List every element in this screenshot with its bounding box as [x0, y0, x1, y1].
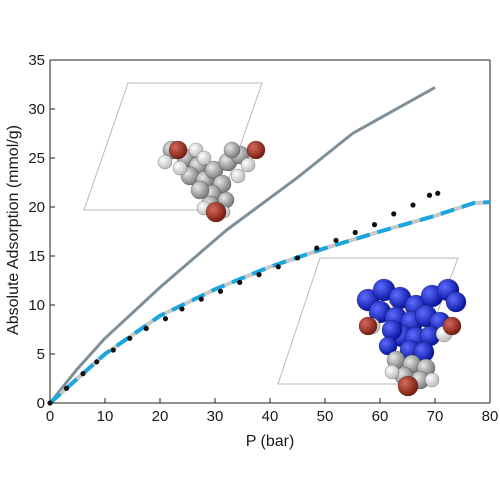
y-tick-label: 30 — [28, 101, 45, 118]
y-tick-label: 25 — [28, 150, 45, 167]
data-point — [371, 222, 378, 228]
inset-atom — [378, 336, 398, 356]
x-tick-label: 0 — [46, 408, 54, 425]
data-point — [333, 237, 339, 243]
series-line-solid — [48, 86, 436, 404]
inset-atom — [240, 157, 256, 173]
data-point — [143, 325, 149, 332]
inset-atom — [172, 160, 188, 176]
inset-atom — [445, 291, 467, 313]
data-point — [63, 385, 70, 391]
y-tick-label: 5 — [37, 346, 45, 363]
x-tick-label: 50 — [317, 408, 334, 425]
inset-molecule-bottom-right — [277, 257, 467, 397]
data-point — [80, 371, 86, 377]
inset-molecule-top-left — [83, 82, 266, 223]
data-point — [162, 316, 169, 322]
inset-atom — [223, 141, 241, 159]
data-point — [94, 359, 100, 365]
data-point — [237, 279, 243, 286]
y-tick-label: 10 — [28, 297, 45, 314]
inset-atom — [442, 316, 462, 336]
y-tick-label: 15 — [28, 248, 45, 265]
x-tick-label: 30 — [207, 408, 224, 425]
data-point — [198, 296, 204, 302]
x-tick-label: 80 — [482, 408, 499, 425]
x-tick-label: 60 — [372, 408, 389, 425]
data-point — [294, 255, 301, 261]
inset-layer — [83, 82, 467, 397]
x-tick-label: 40 — [262, 408, 279, 425]
data-point — [256, 272, 262, 278]
inset-atom — [381, 319, 403, 341]
data-point — [275, 264, 281, 270]
series-line-blue-dashed — [48, 200, 491, 405]
data-point — [435, 190, 441, 196]
inset-atom — [168, 140, 188, 160]
inset-atom — [157, 154, 173, 170]
inset-atom — [424, 372, 440, 388]
inset-atom — [190, 180, 210, 200]
inset-atom — [384, 364, 400, 380]
data-point — [179, 306, 185, 312]
data-point — [217, 288, 224, 294]
inset-atom — [230, 168, 246, 184]
inset-atom — [205, 201, 227, 223]
x-tick-label: 70 — [427, 408, 444, 425]
x-tick-label: 20 — [152, 408, 169, 425]
data-point — [127, 335, 133, 341]
inset-atom — [358, 316, 378, 336]
data-point — [110, 347, 116, 353]
data-point — [314, 245, 320, 251]
y-axis-label: Absolute Adsorption (mmol/g) — [5, 125, 22, 335]
inset-atom — [397, 375, 419, 397]
y-tick-label: 35 — [28, 52, 45, 69]
y-tick-label: 20 — [28, 199, 45, 216]
data-point — [410, 202, 416, 208]
tick-layer: 0 10 20 30 40 50 60 70 80 0 5 10 15 20 25 30 35 — [28, 52, 498, 425]
x-tick-label: 10 — [97, 408, 114, 425]
inset-atom — [204, 160, 224, 180]
data-point — [426, 192, 433, 198]
x-axis-label: P (bar) — [246, 433, 295, 450]
inset-atom — [246, 140, 266, 160]
series-layer — [47, 86, 491, 406]
data-point — [391, 211, 397, 217]
inset-atom — [196, 150, 212, 166]
data-point — [352, 229, 358, 236]
y-tick-label: 0 — [37, 395, 45, 412]
